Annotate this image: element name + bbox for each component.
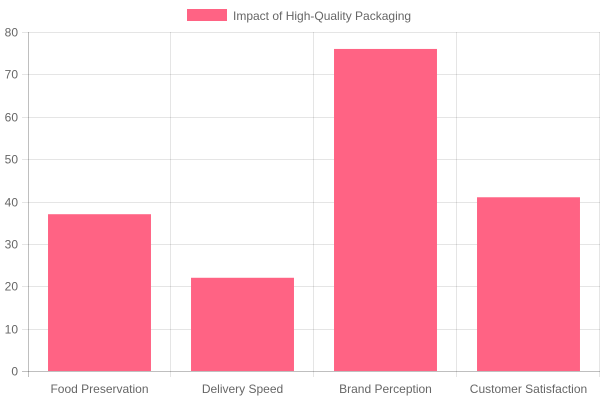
legend-swatch xyxy=(187,9,227,21)
y-tick-label: 10 xyxy=(5,323,19,337)
x-tick-label: Customer Satisfaction xyxy=(470,382,587,396)
bar-delivery-speed[interactable] xyxy=(191,277,294,371)
bar-brand-perception[interactable] xyxy=(334,48,437,371)
y-axis: 0 10 20 30 40 50 60 70 80 xyxy=(5,26,29,379)
bars[interactable] xyxy=(48,48,580,371)
legend[interactable]: Impact of High-Quality Packaging xyxy=(187,9,411,23)
x-axis: Food Preservation Delivery Speed Brand Per… xyxy=(50,382,587,396)
y-tick-label: 0 xyxy=(11,365,18,379)
y-tick-label: 70 xyxy=(5,68,19,82)
x-tick-label: Delivery Speed xyxy=(202,382,283,396)
y-tick-label: 50 xyxy=(5,153,19,167)
x-tick-label: Brand Perception xyxy=(339,382,432,396)
y-tick-label: 80 xyxy=(5,26,19,40)
y-tick-label: 60 xyxy=(5,111,19,125)
legend-label: Impact of High-Quality Packaging xyxy=(233,9,411,23)
bar-customer-satisfaction[interactable] xyxy=(477,197,580,371)
y-tick-label: 20 xyxy=(5,280,19,294)
x-tick-label: Food Preservation xyxy=(50,382,148,396)
bar-food-preservation[interactable] xyxy=(48,214,151,371)
y-tick-label: 30 xyxy=(5,238,19,252)
y-tick-label: 40 xyxy=(5,196,19,210)
